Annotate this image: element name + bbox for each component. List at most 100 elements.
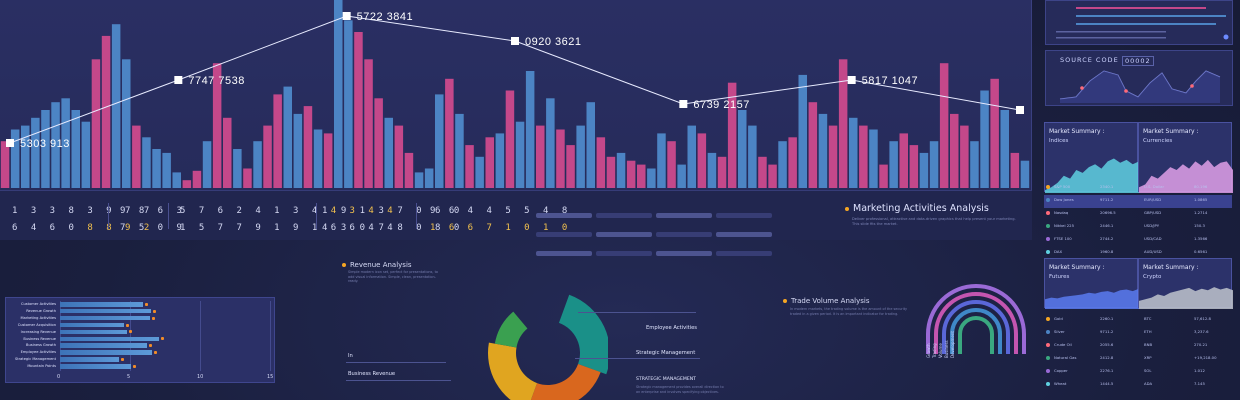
chart-bar (495, 133, 505, 188)
chart-bar (738, 110, 747, 188)
market-row[interactable]: Gold 2260.1 BTC 57,612.8 (1044, 314, 1232, 327)
asset-icon (1046, 224, 1050, 228)
ticker-value: 7 5 0 9 (120, 223, 186, 233)
arc-label: Development (950, 331, 955, 358)
donut-segment (488, 342, 538, 400)
asset-name: FTSE 100 (1054, 236, 1072, 241)
asset-name: Gold (1054, 316, 1063, 321)
donut-segment (530, 363, 601, 400)
chart-bar (212, 63, 222, 189)
progress-bar (1076, 23, 1216, 25)
ticker-strip: 1 3 3 8 3 9 7 7 6 4 6 0 8 8 9 2 9 8 6 3 … (0, 190, 1032, 256)
chart-bar (818, 113, 828, 188)
bar-marker (161, 337, 165, 341)
callout-line (346, 362, 446, 363)
chart-bar (172, 172, 181, 188)
marker-dot (1124, 89, 1128, 93)
asset-value: 2446.1 (1100, 223, 1114, 228)
bar-label: Business Revenue (23, 336, 56, 341)
activities-bar-chart: 0 5 10 15 Customer Activities Revenue Growth M… (5, 297, 275, 383)
mini-progress-bars (1056, 7, 1229, 40)
chart-bar (475, 156, 484, 188)
chart-bar (303, 106, 313, 188)
asset-icon (1046, 343, 1050, 347)
bar (60, 357, 119, 362)
indicator-pill (596, 251, 652, 256)
asset-name: Silver (1054, 329, 1065, 334)
strategic-management-description: Strategic management provides overall di… (636, 385, 724, 394)
chart-bar (869, 129, 878, 188)
chart-bar (929, 141, 939, 188)
market-card-futures[interactable]: Market Summary : Futures (1044, 258, 1139, 309)
ticker-highlight: 4 3 4 4 (330, 206, 397, 216)
asset-icon (1046, 369, 1050, 373)
asset-value: 1444.5 (1100, 381, 1114, 386)
asset-icon (1046, 185, 1050, 189)
asset-value: 2055.6 (1100, 342, 1114, 347)
asset-value: 270.21 (1194, 342, 1208, 347)
bar-marker (120, 358, 124, 361)
asset-value: 2260.1 (1100, 316, 1114, 321)
market-row[interactable]: Nikkei 225 2446.1 USD/JPY 150.3 (1044, 221, 1232, 234)
chart-bar (71, 110, 80, 188)
market-card-indices[interactable]: Market Summary : Indices (1044, 122, 1139, 193)
market-card-currencies[interactable]: Market Summary : Currencies (1138, 122, 1233, 193)
bar-label: Increasing Revenue (20, 329, 56, 334)
chart-bar (404, 152, 414, 188)
asset-name: U.S. Dollar (1144, 184, 1165, 189)
asset-name: EUR/USD (1144, 197, 1162, 202)
chart-bar (879, 164, 888, 188)
chart-bar (465, 145, 474, 188)
ticker-value: 4 3 0 7 8 0 8 0 (322, 223, 464, 233)
source-code-label: SOURCE CODE (1060, 56, 1119, 64)
asset-name: Wheat (1054, 381, 1067, 386)
chart-bar (515, 121, 525, 188)
chart-bar (758, 156, 767, 188)
chart-bar (122, 59, 131, 188)
bar (60, 336, 160, 341)
market-card-crypto[interactable]: Market Summary : Crypto (1138, 258, 1233, 309)
top-mini-panel (1045, 0, 1233, 45)
asset-name: Natural Gas (1054, 355, 1077, 360)
ticker-4: 1 9 1 3 7 0 6 0 4 3 0 7 8 0 8 0 (322, 206, 463, 233)
indicator-pill (716, 251, 772, 256)
bullet-dot-icon (845, 206, 849, 211)
bar (60, 350, 153, 355)
area-series (1139, 159, 1233, 193)
chart-bar (505, 90, 515, 188)
chart-bar (394, 125, 404, 188)
chart-bar (788, 137, 797, 188)
market-row[interactable]: DAX 1960.8 AUD/USD 0.6561 (1044, 247, 1232, 260)
chart-bar (717, 156, 727, 188)
market-row[interactable]: Copper 2276.1 SOL 1.012 (1044, 366, 1232, 379)
chart-bar (435, 94, 444, 188)
trade-arc (934, 292, 1018, 354)
market-row[interactable]: Nasdaq 20696.5 GBP/USD 1.2714 (1044, 208, 1232, 221)
chart-bar (142, 137, 151, 188)
ticker-value: 9 6 4 4 5 5 4 8 (430, 206, 572, 216)
indicator-pill (596, 213, 652, 218)
trend-point (174, 76, 183, 84)
chart-bar (768, 164, 777, 188)
bar-label: Employee Activities (20, 350, 56, 355)
market-row[interactable]: FTSE 100 2744.2 USD/CAD 1.3566 (1044, 234, 1232, 247)
market-row[interactable]: Silver 9711.2 ETH 3,237.6 (1044, 327, 1232, 340)
chart-bar (919, 152, 929, 188)
indicator-pill (596, 232, 652, 237)
market-row[interactable]: Natural Gas 2412.8 XRP +19,218.00 (1044, 353, 1232, 366)
axis-tick-label: 5 (127, 374, 131, 380)
asset-icon (1046, 356, 1050, 360)
chart-bar (111, 24, 121, 189)
chart-bar (939, 63, 949, 189)
source-code-panel: SOURCE CODE 00002 (1045, 50, 1233, 106)
asset-name: ETH (1144, 329, 1152, 334)
bar-marker (144, 302, 148, 306)
market-row[interactable]: Wheat 1444.5 ADA 7.145 (1044, 379, 1232, 392)
divider (168, 203, 169, 229)
market-row[interactable]: S&P 500 2340.1 U.S. Dollar 80.196 (1044, 182, 1232, 195)
market-row[interactable]: Dow Jones 9711.2 EUR/USD 1.0865 (1044, 195, 1232, 208)
market-row[interactable]: Crude Oil 2055.6 BNB 270.21 (1044, 340, 1232, 353)
status-dot (1223, 34, 1229, 40)
chart-bar (233, 149, 242, 188)
asset-name: AUD/USD (1144, 249, 1162, 254)
